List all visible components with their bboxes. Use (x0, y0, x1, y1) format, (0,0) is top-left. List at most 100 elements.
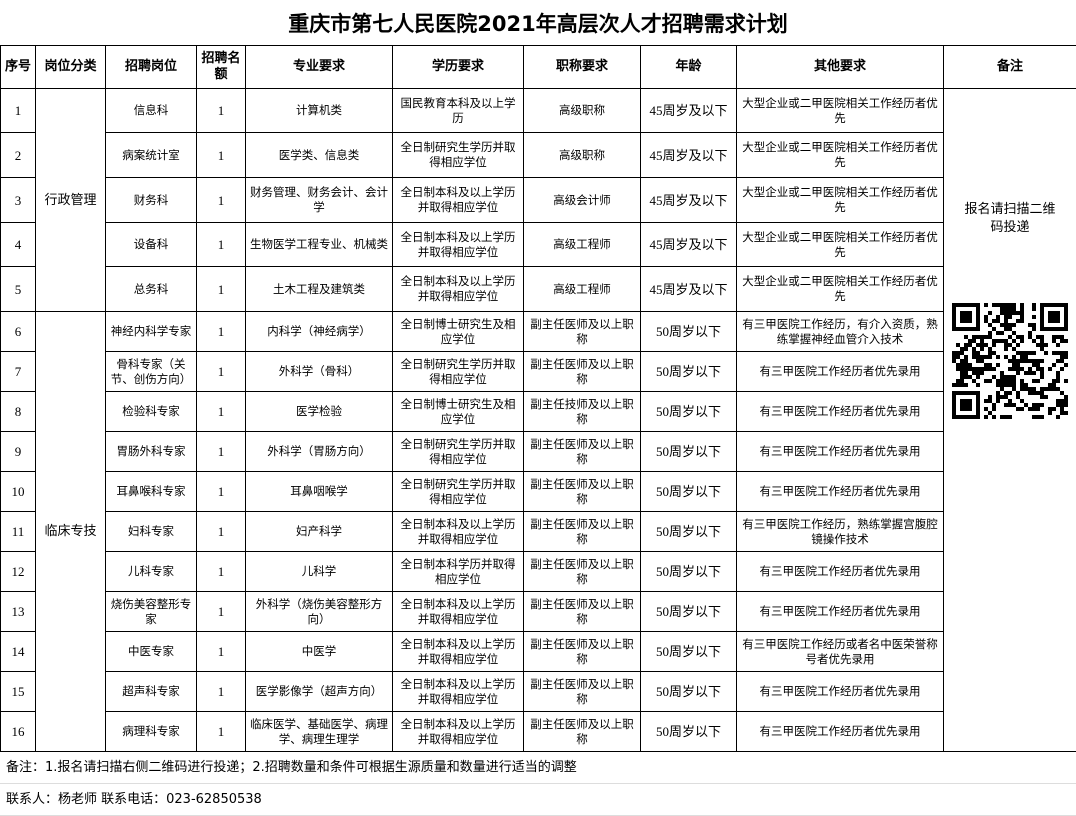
title-req: 副主任医师及以上职称 (524, 672, 641, 712)
other-req: 有三甲医院工作经历，有介入资质，熟练掌握神经血管介入技术 (737, 312, 944, 352)
age: 50周岁以下 (641, 432, 737, 472)
education: 全日制博士研究生及相应学位 (393, 392, 524, 432)
other-req: 有三甲医院工作经历，熟练掌握宫腹腔镜操作技术 (737, 512, 944, 552)
education: 全日制研究生学历并取得相应学位 (393, 432, 524, 472)
position: 超声科专家 (106, 672, 197, 712)
title-req: 副主任医师及以上职称 (524, 712, 641, 752)
position: 胃肠外科专家 (106, 432, 197, 472)
education: 全日制本科及以上学历并取得相应学位 (393, 592, 524, 632)
quota: 1 (197, 512, 246, 552)
position: 妇科专家 (106, 512, 197, 552)
age: 45周岁及以下 (641, 178, 737, 223)
header-cell: 其他要求 (737, 46, 944, 89)
major: 计算机类 (246, 89, 393, 133)
major: 中医学 (246, 632, 393, 672)
education: 全日制本科及以上学历并取得相应学位 (393, 178, 524, 223)
major: 外科学（胃肠方向） (246, 432, 393, 472)
row-number: 3 (1, 178, 36, 223)
header-cell: 备注 (944, 46, 1076, 89)
education: 全日制研究生学历并取得相应学位 (393, 352, 524, 392)
header-cell: 职称要求 (524, 46, 641, 89)
title-req: 高级职称 (524, 133, 641, 178)
note: 备注：1.报名请扫描右侧二维码进行投递；2.招聘数量和条件可根据生源质量和数量进… (0, 752, 1076, 784)
education: 全日制本科及以上学历并取得相应学位 (393, 632, 524, 672)
remark-text: 报名请扫描二维码投递 (961, 201, 1059, 237)
title-req: 副主任医师及以上职称 (524, 512, 641, 552)
position: 烧伤美容整形专家 (106, 592, 197, 632)
age: 50周岁以下 (641, 592, 737, 632)
quota: 1 (197, 267, 246, 312)
quota: 1 (197, 133, 246, 178)
major: 临床医学、基础医学、病理学、病理生理学 (246, 712, 393, 752)
education: 全日制研究生学历并取得相应学位 (393, 133, 524, 178)
quota: 1 (197, 392, 246, 432)
header-cell: 学历要求 (393, 46, 524, 89)
other-req: 有三甲医院工作经历者优先录用 (737, 392, 944, 432)
header-cell: 招聘岗位 (106, 46, 197, 89)
position: 病理科专家 (106, 712, 197, 752)
position: 病案统计室 (106, 133, 197, 178)
age: 50周岁以下 (641, 392, 737, 432)
other-req: 有三甲医院工作经历者优先录用 (737, 712, 944, 752)
position: 财务科 (106, 178, 197, 223)
row-number: 1 (1, 89, 36, 133)
header-cell: 专业要求 (246, 46, 393, 89)
major: 儿科学 (246, 552, 393, 592)
title-req: 副主任医师及以上职称 (524, 432, 641, 472)
other-req: 有三甲医院工作经历者优先录用 (737, 432, 944, 472)
quota: 1 (197, 552, 246, 592)
education: 全日制本科及以上学历并取得相应学位 (393, 267, 524, 312)
quota: 1 (197, 178, 246, 223)
major: 土木工程及建筑类 (246, 267, 393, 312)
age: 45周岁及以下 (641, 89, 737, 133)
row-number: 2 (1, 133, 36, 178)
title-req: 副主任医师及以上职称 (524, 592, 641, 632)
header-cell: 招聘名额 (197, 46, 246, 89)
row-number: 9 (1, 432, 36, 472)
education: 国民教育本科及以上学历 (393, 89, 524, 133)
age: 50周岁以下 (641, 312, 737, 352)
major: 内科学（神经病学） (246, 312, 393, 352)
major: 财务管理、财务会计、会计学 (246, 178, 393, 223)
qr-code (952, 303, 1068, 419)
title-req: 高级工程师 (524, 223, 641, 267)
other-req: 有三甲医院工作经历或者名中医荣誉称号者优先录用 (737, 632, 944, 672)
header-cell: 序号 (1, 46, 36, 89)
position: 检验科专家 (106, 392, 197, 432)
row-number: 6 (1, 312, 36, 352)
other-req: 有三甲医院工作经历者优先录用 (737, 672, 944, 712)
title-req: 高级职称 (524, 89, 641, 133)
major: 生物医学工程专业、机械类 (246, 223, 393, 267)
title-req: 副主任医师及以上职称 (524, 312, 641, 352)
major: 外科学（骨科） (246, 352, 393, 392)
row-number: 4 (1, 223, 36, 267)
quota: 1 (197, 352, 246, 392)
age: 50周岁以下 (641, 672, 737, 712)
title-req: 副主任技师及以上职称 (524, 392, 641, 432)
header-cell: 年龄 (641, 46, 737, 89)
age: 50周岁以下 (641, 712, 737, 752)
quota: 1 (197, 432, 246, 472)
major: 医学检验 (246, 392, 393, 432)
row-number: 14 (1, 632, 36, 672)
quota: 1 (197, 592, 246, 632)
major: 医学类、信息类 (246, 133, 393, 178)
group-label: 行政管理 (36, 89, 106, 312)
row-number: 15 (1, 672, 36, 712)
other-req: 有三甲医院工作经历者优先录用 (737, 592, 944, 632)
other-req: 大型企业或二甲医院相关工作经历者优先 (737, 267, 944, 312)
title-req: 副主任医师及以上职称 (524, 552, 641, 592)
position: 骨科专家（关节、创伤方向） (106, 352, 197, 392)
